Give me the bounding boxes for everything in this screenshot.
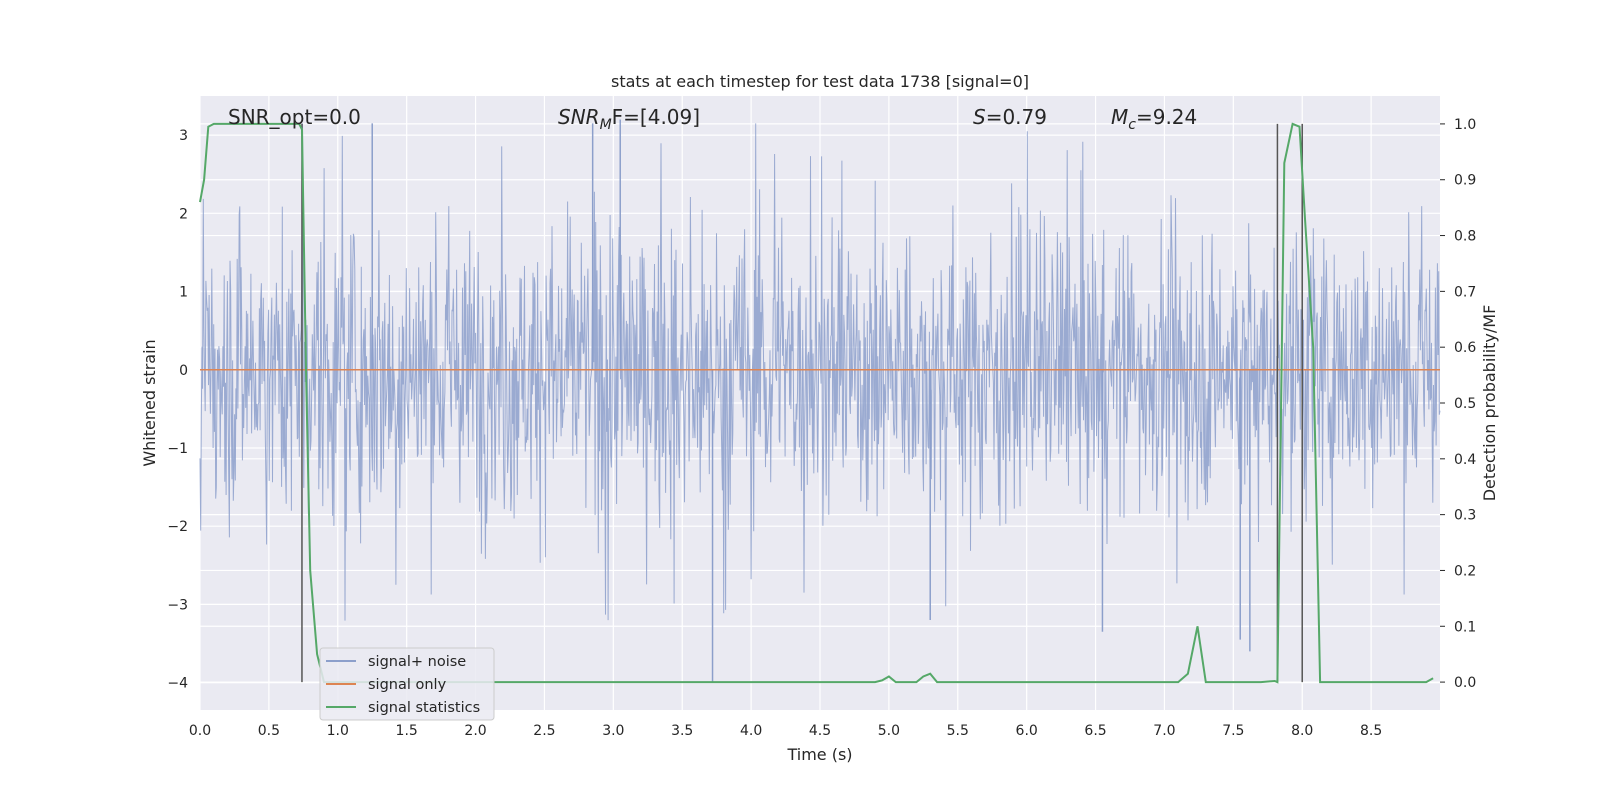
x-tick-1: 0.5 bbox=[258, 723, 280, 739]
y-right-tick-5: 0.5 bbox=[1454, 396, 1476, 412]
y-left-tick-2: 1 bbox=[179, 285, 188, 301]
y-left-tick-5: −2 bbox=[167, 519, 188, 535]
y-right-tick-6: 0.4 bbox=[1454, 452, 1476, 468]
annotation-mc: Mc=9.24 bbox=[1111, 105, 1197, 133]
y-right-tick-7: 0.3 bbox=[1454, 508, 1476, 524]
y-right-tick-3: 0.7 bbox=[1454, 284, 1476, 300]
annotations: SNR_opt=0.0 SNRMF=[4.09] S=0.79 Mc=9.24 bbox=[228, 105, 1197, 133]
x-tick-0: 0.0 bbox=[189, 723, 211, 739]
signal-statistics-line bbox=[199, 122, 1434, 684]
x-tick-17: 8.5 bbox=[1360, 723, 1382, 739]
x-tick-labels: 0.0 0.5 1.0 1.5 2.0 2.5 3.0 3.5 4.0 4.5 5.0 5.5 6.0 6… bbox=[189, 723, 1382, 739]
annotation-mc-tail: =9.24 bbox=[1136, 105, 1197, 129]
x-tick-15: 7.5 bbox=[1222, 723, 1244, 739]
legend-label-noise: signal+ noise bbox=[368, 654, 466, 670]
y-left-tick-4: −1 bbox=[167, 441, 188, 457]
annotation-s: S=0.79 bbox=[973, 105, 1047, 129]
noise-series bbox=[199, 119, 1441, 683]
y-right-axis-label: Detection probability/MF bbox=[1480, 305, 1499, 502]
y-left-tick-1: 2 bbox=[179, 206, 188, 222]
annotation-snr-mf: SNRMF=[4.09] bbox=[558, 105, 700, 133]
annotation-s-italic: S bbox=[973, 105, 986, 129]
y-right-tick-2: 0.8 bbox=[1454, 229, 1476, 245]
y-left-tick-labels: 3 2 1 0 −1 −2 −3 −4 bbox=[167, 128, 188, 692]
x-tick-7: 3.5 bbox=[671, 723, 693, 739]
legend-label-signal-only: signal only bbox=[368, 677, 447, 693]
x-tick-14: 7.0 bbox=[1153, 723, 1175, 739]
annotation-mc-sub: c bbox=[1128, 117, 1136, 133]
y-right-tick-4: 0.6 bbox=[1454, 340, 1476, 356]
x-tick-13: 6.5 bbox=[1084, 723, 1106, 739]
y-left-tick-6: −3 bbox=[167, 597, 188, 613]
y-right-tick-9: 0.1 bbox=[1454, 619, 1476, 635]
x-tick-12: 6.0 bbox=[1016, 723, 1038, 739]
y-left-tick-3: 0 bbox=[179, 363, 188, 379]
y-right-tick-labels: 1.0 0.9 0.8 0.7 0.6 0.5 0.4 0.3 0.2 0.1 0.0 bbox=[1440, 117, 1476, 691]
chart-title: stats at each timestep for test data 173… bbox=[611, 72, 1029, 91]
vertical-markers bbox=[301, 123, 1303, 683]
signal-statistics-series bbox=[199, 122, 1434, 684]
y-right-tick-0: 1.0 bbox=[1454, 117, 1476, 133]
x-tick-10: 5.0 bbox=[878, 723, 900, 739]
annotation-snr-mf-tail: F=[4.09] bbox=[612, 105, 700, 129]
legend: signal+ noise signal only signal statist… bbox=[319, 647, 495, 721]
x-tick-4: 2.0 bbox=[464, 723, 486, 739]
annotation-snr-mf-sub: M bbox=[600, 117, 612, 133]
x-tick-9: 4.5 bbox=[809, 723, 831, 739]
annotation-snr-mf-main: SNR bbox=[558, 105, 600, 129]
legend-box bbox=[319, 647, 495, 721]
x-tick-2: 1.0 bbox=[327, 723, 349, 739]
annotation-snr-opt: SNR_opt=0.0 bbox=[228, 105, 361, 129]
x-axis-label: Time (s) bbox=[786, 745, 852, 764]
y-right-tick-1: 0.9 bbox=[1454, 173, 1476, 189]
x-tick-5: 2.5 bbox=[533, 723, 555, 739]
annotation-mc-italic: M bbox=[1111, 105, 1128, 129]
x-tick-3: 1.5 bbox=[396, 723, 418, 739]
x-tick-16: 8.0 bbox=[1291, 723, 1313, 739]
y-right-tick-10: 0.0 bbox=[1454, 675, 1476, 691]
noise-line bbox=[199, 123, 1441, 621]
legend-label-signal-statistics: signal statistics bbox=[368, 700, 480, 716]
y-left-axis-label: Whitened strain bbox=[140, 339, 159, 466]
x-tick-8: 4.0 bbox=[740, 723, 762, 739]
y-left-tick-0: 3 bbox=[179, 128, 188, 144]
x-tick-11: 5.5 bbox=[947, 723, 969, 739]
y-right-tick-8: 0.2 bbox=[1454, 563, 1476, 579]
y-left-tick-7: −4 bbox=[167, 676, 188, 692]
x-tick-6: 3.0 bbox=[602, 723, 624, 739]
annotation-s-tail: =0.79 bbox=[986, 105, 1047, 129]
